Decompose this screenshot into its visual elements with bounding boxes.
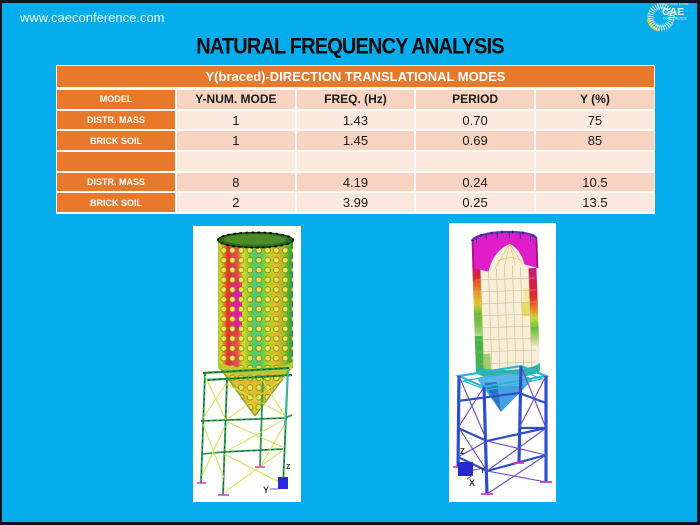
svg-text:Y: Y	[263, 485, 269, 495]
svg-text:CAE: CAE	[662, 6, 684, 18]
svg-text:X: X	[469, 478, 475, 488]
svg-text:Z: Z	[460, 447, 465, 456]
svg-text:INTERNATIONAL: INTERNATIONAL	[662, 2, 689, 6]
svg-text:CONFERENCE: CONFERENCE	[663, 17, 687, 21]
svg-text:Y: Y	[480, 466, 486, 475]
svg-text:Z: Z	[286, 464, 291, 471]
